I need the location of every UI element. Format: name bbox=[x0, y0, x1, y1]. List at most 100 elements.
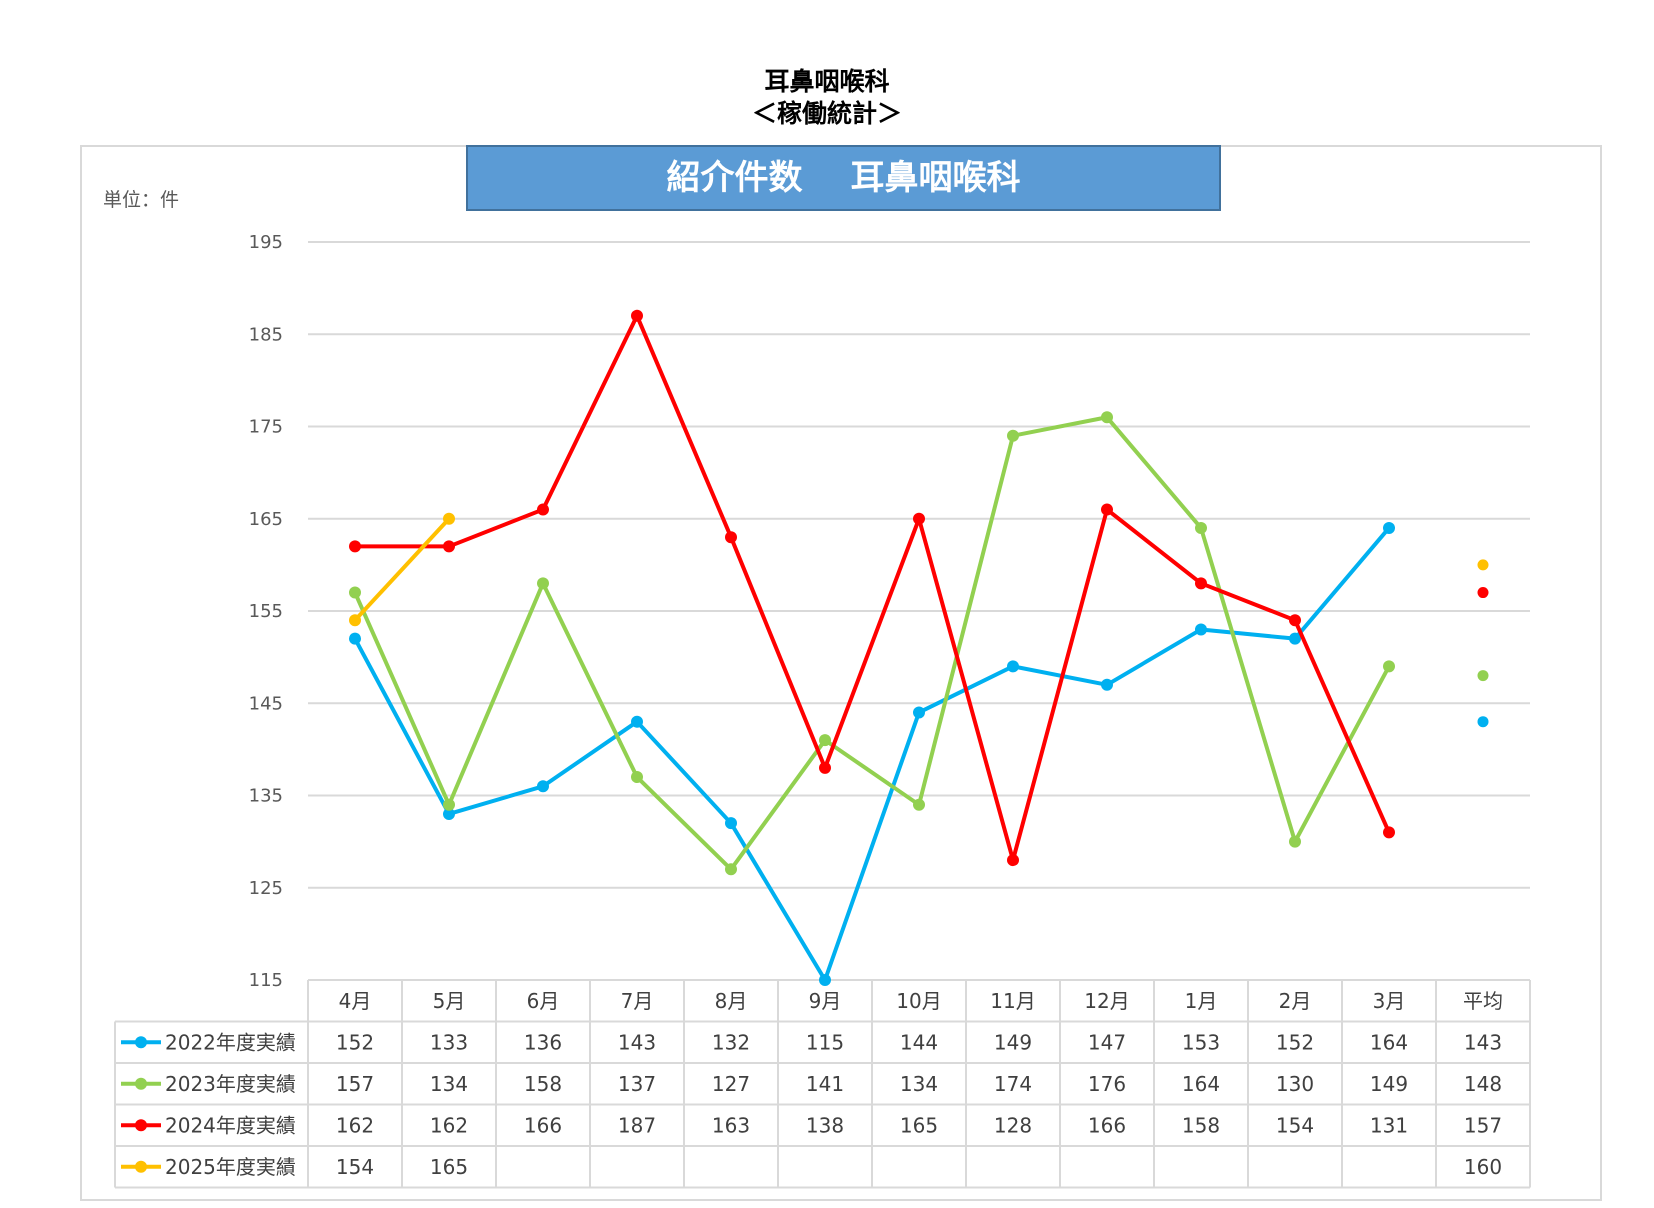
average-marker bbox=[1477, 716, 1489, 728]
data-point bbox=[913, 512, 925, 525]
data-point bbox=[1101, 411, 1113, 424]
data-table-cell: 138 bbox=[806, 1113, 844, 1137]
x-tick-label: 4月 bbox=[339, 989, 372, 1013]
data-point bbox=[631, 771, 643, 784]
data-table-cell: 154 bbox=[336, 1155, 374, 1179]
data-point bbox=[1007, 660, 1019, 673]
data-point bbox=[725, 531, 737, 544]
average-marker bbox=[1477, 670, 1489, 682]
data-point bbox=[1289, 614, 1301, 627]
data-table-cell: 152 bbox=[336, 1030, 374, 1054]
data-table-cell: 134 bbox=[430, 1072, 468, 1096]
series-line bbox=[355, 313, 1391, 863]
x-tick-label: 7月 bbox=[621, 989, 654, 1013]
data-table-cell: 144 bbox=[900, 1030, 938, 1054]
data-table-cell: 165 bbox=[900, 1113, 938, 1137]
data-point bbox=[913, 706, 925, 719]
data-point bbox=[913, 798, 925, 811]
data-table-cell: 128 bbox=[994, 1113, 1032, 1137]
data-table-cell: 163 bbox=[712, 1113, 750, 1137]
y-tick-label: 115 bbox=[249, 970, 283, 991]
average-cell: 160 bbox=[1464, 1155, 1502, 1179]
data-table-cell: 174 bbox=[994, 1072, 1032, 1096]
data-point bbox=[537, 577, 549, 590]
y-tick-label: 135 bbox=[249, 786, 283, 807]
average-marker bbox=[1477, 559, 1489, 571]
data-point bbox=[1007, 854, 1019, 867]
data-table-cell: 154 bbox=[1276, 1113, 1314, 1137]
legend-label: 2024年度実績 bbox=[165, 1113, 296, 1137]
y-tick-label: 165 bbox=[249, 509, 283, 530]
data-point bbox=[631, 715, 643, 728]
data-table-cell: 166 bbox=[524, 1113, 562, 1137]
banner-title-right: 耳鼻咽喉科 bbox=[850, 158, 1021, 198]
legend-key-marker bbox=[135, 1160, 147, 1173]
data-table-cell: 158 bbox=[524, 1072, 562, 1096]
y-tick-label: 175 bbox=[249, 417, 283, 438]
data-point bbox=[819, 734, 831, 747]
data-table-cell: 166 bbox=[1088, 1113, 1126, 1137]
data-point bbox=[1383, 660, 1395, 673]
legend-key-marker bbox=[135, 1077, 147, 1090]
y-tick-label: 125 bbox=[249, 878, 283, 899]
data-point bbox=[537, 780, 549, 793]
x-tick-label: 1月 bbox=[1185, 989, 1218, 1013]
data-table-cell: 132 bbox=[712, 1030, 750, 1054]
data-point bbox=[1195, 623, 1207, 636]
data-table-cell: 134 bbox=[900, 1072, 938, 1096]
y-tick-label: 195 bbox=[249, 232, 283, 253]
data-table-cell: 158 bbox=[1182, 1113, 1220, 1137]
data-point bbox=[443, 798, 455, 811]
data-table-cell: 153 bbox=[1182, 1030, 1220, 1054]
data-point bbox=[1007, 429, 1019, 442]
data-table-cell: 133 bbox=[430, 1030, 468, 1054]
x-tick-label: 2月 bbox=[1279, 989, 1312, 1013]
data-point bbox=[1383, 826, 1395, 839]
data-point bbox=[349, 632, 361, 645]
x-tick-label: 6月 bbox=[527, 989, 560, 1013]
data-table-cell: 127 bbox=[712, 1072, 750, 1096]
data-table-cell: 162 bbox=[336, 1113, 374, 1137]
data-point bbox=[819, 974, 831, 986]
legend-label: 2022年度実績 bbox=[165, 1030, 296, 1054]
data-table-cell: 162 bbox=[430, 1113, 468, 1137]
series-line bbox=[353, 526, 1391, 982]
x-tick-label: 11月 bbox=[990, 989, 1035, 1013]
data-table-cell: 147 bbox=[1088, 1030, 1126, 1054]
x-tick-label: 8月 bbox=[715, 989, 748, 1013]
data-table-cell: 187 bbox=[618, 1113, 656, 1137]
data-table-cell: 152 bbox=[1276, 1030, 1314, 1054]
data-point bbox=[631, 309, 643, 322]
legend-key-marker bbox=[135, 1119, 147, 1132]
average-cell: 148 bbox=[1464, 1072, 1502, 1096]
data-point bbox=[1195, 521, 1207, 534]
data-point bbox=[1101, 503, 1113, 516]
legend-key-marker bbox=[135, 1036, 147, 1049]
y-tick-label: 145 bbox=[249, 693, 283, 714]
data-table-cell: 164 bbox=[1182, 1072, 1220, 1096]
data-point bbox=[443, 512, 455, 525]
data-point bbox=[443, 540, 455, 553]
data-table-cell: 136 bbox=[524, 1030, 562, 1054]
data-point bbox=[1195, 577, 1207, 590]
data-table-cell: 141 bbox=[806, 1072, 844, 1096]
x-tick-label: 5月 bbox=[433, 989, 466, 1013]
legend-label: 2023年度実績 bbox=[165, 1072, 296, 1096]
page-subtitle: ＜稼働統計＞ bbox=[751, 99, 902, 128]
data-point bbox=[349, 540, 361, 553]
average-cell: 143 bbox=[1464, 1030, 1502, 1054]
unit-label: 単位：件 bbox=[103, 189, 180, 211]
series-line bbox=[353, 517, 451, 622]
data-point bbox=[349, 586, 361, 599]
data-point bbox=[725, 863, 737, 876]
data-point bbox=[443, 807, 455, 820]
average-header: 平均 bbox=[1463, 989, 1503, 1013]
data-point bbox=[725, 817, 737, 830]
data-table-cell: 143 bbox=[618, 1030, 656, 1054]
series-line bbox=[353, 415, 1391, 872]
data-table-cell: 176 bbox=[1088, 1072, 1126, 1096]
chart-title-banner: 紹介件数 耳鼻咽喉科 bbox=[466, 145, 1221, 211]
data-table-cell: 115 bbox=[806, 1030, 844, 1054]
average-cell: 157 bbox=[1464, 1113, 1502, 1137]
